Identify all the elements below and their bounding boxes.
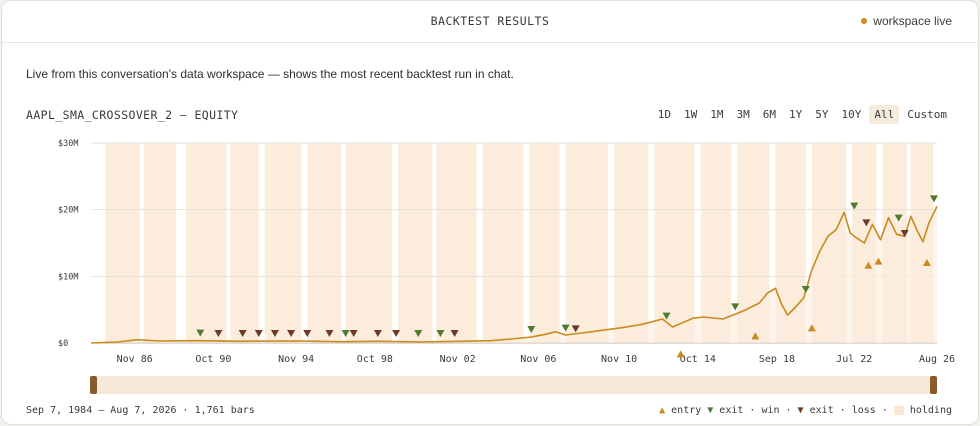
exit-win-marker [801,286,810,293]
entry-marker [676,350,685,358]
entry-marker [864,261,873,269]
holding-band [307,143,342,343]
exit-loss-marker [373,330,382,337]
entry-marker [751,332,760,340]
y-tick-label: $20M [58,206,78,216]
exit-win-marker [527,326,536,333]
holding-band [264,143,302,343]
chart-title: AAPL_SMA_CROSSOVER_2 — EQUITY [26,108,239,122]
x-tick-label: Oct 14 [680,354,716,365]
equity-line [91,205,938,344]
exit-loss-marker [325,330,334,337]
range-button-1d[interactable]: 1D [657,108,671,121]
range-handle-left[interactable] [90,376,97,394]
entry-marker [874,257,883,265]
exit-win-marker [196,329,205,337]
range-selector: 1D 1W 1M 3M 6M 1Y 5Y 10Y All Custom [653,105,952,124]
range-button-1y[interactable]: 1Y [789,108,803,121]
x-tick-label: Jul 22 [836,354,872,365]
bars-summary: Sep 7, 1984 – Aug 7, 2026 · 1,761 bars [26,405,255,416]
y-tick-label: $10M [58,272,78,282]
exit-loss-marker [450,330,459,337]
legend-separator: · [785,405,792,416]
holding-band [186,143,227,343]
exit-loss-marker [238,330,247,337]
x-tick-label: Oct 90 [195,354,231,365]
exit-win-marker [414,330,423,337]
exit-loss-marker [349,330,358,337]
holding-band [565,143,608,343]
exit-loss-marker [392,330,401,337]
range-button-6m[interactable]: 6M [762,108,776,121]
range-button-all[interactable]: All [869,105,900,124]
exit-loss-marker [900,230,909,237]
x-tick-label: Nov 10 [601,354,637,365]
range-button-custom[interactable]: Custom [907,108,947,121]
equity-area [91,206,937,343]
legend-entry: entry [671,405,702,416]
card-title: BACKTEST RESULTS [430,14,550,28]
range-button-5y[interactable]: 5Y [815,108,829,121]
holding-band [230,143,259,343]
legend-exit-loss: exit · loss [809,405,876,416]
exit-win-marker [341,330,350,337]
holding-band [614,143,649,343]
holding-band [529,143,560,343]
range-scrollbar[interactable] [90,376,937,394]
range-button-10y[interactable]: 10Y [841,108,862,121]
x-tick-label: Nov 06 [520,354,556,365]
entry-marker [922,259,931,266]
legend: ▲ entry ▼ exit · win · ▼ exit · loss · hold… [659,405,952,416]
exit-win-marker [894,214,903,222]
holding-band [398,143,433,343]
card-header: BACKTEST RESULTS workspace live [2,1,978,43]
description: Live from this conversation's data works… [26,67,514,81]
y-tick-label: $30M [58,139,78,149]
x-tick-label: Oct 98 [357,354,393,365]
x-tick-label: Nov 02 [440,354,476,365]
holding-band [700,143,732,343]
exit-win-marker [436,330,445,337]
range-button-3m[interactable]: 3M [736,108,750,121]
holding-band [143,143,177,343]
exit-loss-marker-icon: ▼ [797,405,804,416]
legend-separator: · [881,405,888,416]
exit-win-marker [662,312,671,320]
holding-swatch [893,406,904,415]
exit-win-marker [850,202,859,210]
holding-band [436,143,477,343]
range-button-1m[interactable]: 1M [710,108,724,121]
exit-win-marker [561,324,570,332]
exit-win-marker [929,195,938,203]
y-tick-label: $0 [58,339,68,349]
x-tick-label: Nov 94 [278,354,314,365]
x-tick-label: Aug 26 [919,354,955,365]
entry-marker [807,324,816,332]
live-dot-icon [861,18,868,24]
x-tick-label: Nov 86 [117,354,153,365]
range-handle-right[interactable] [930,376,937,394]
exit-loss-marker [214,330,223,337]
exit-win-marker-icon: ▼ [707,405,714,416]
exit-loss-marker [571,325,580,333]
exit-loss-marker [303,330,312,337]
holding-band [105,143,140,343]
exit-loss-marker [862,219,871,227]
entry-marker-icon: ▲ [659,405,666,416]
holding-band [654,143,695,343]
legend-holding: holding [909,405,952,416]
exit-loss-marker [287,330,296,337]
workspace-status-label: workspace live [873,14,952,28]
legend-exit-win: exit · win [719,405,780,416]
holding-band [482,143,524,343]
exit-win-marker [731,303,740,311]
range-button-1w[interactable]: 1W [684,108,698,121]
workspace-status: workspace live [861,14,952,28]
x-tick-label: Sep 18 [759,354,795,365]
exit-loss-marker [270,330,279,337]
holding-band [345,143,393,343]
exit-loss-marker [254,330,263,337]
